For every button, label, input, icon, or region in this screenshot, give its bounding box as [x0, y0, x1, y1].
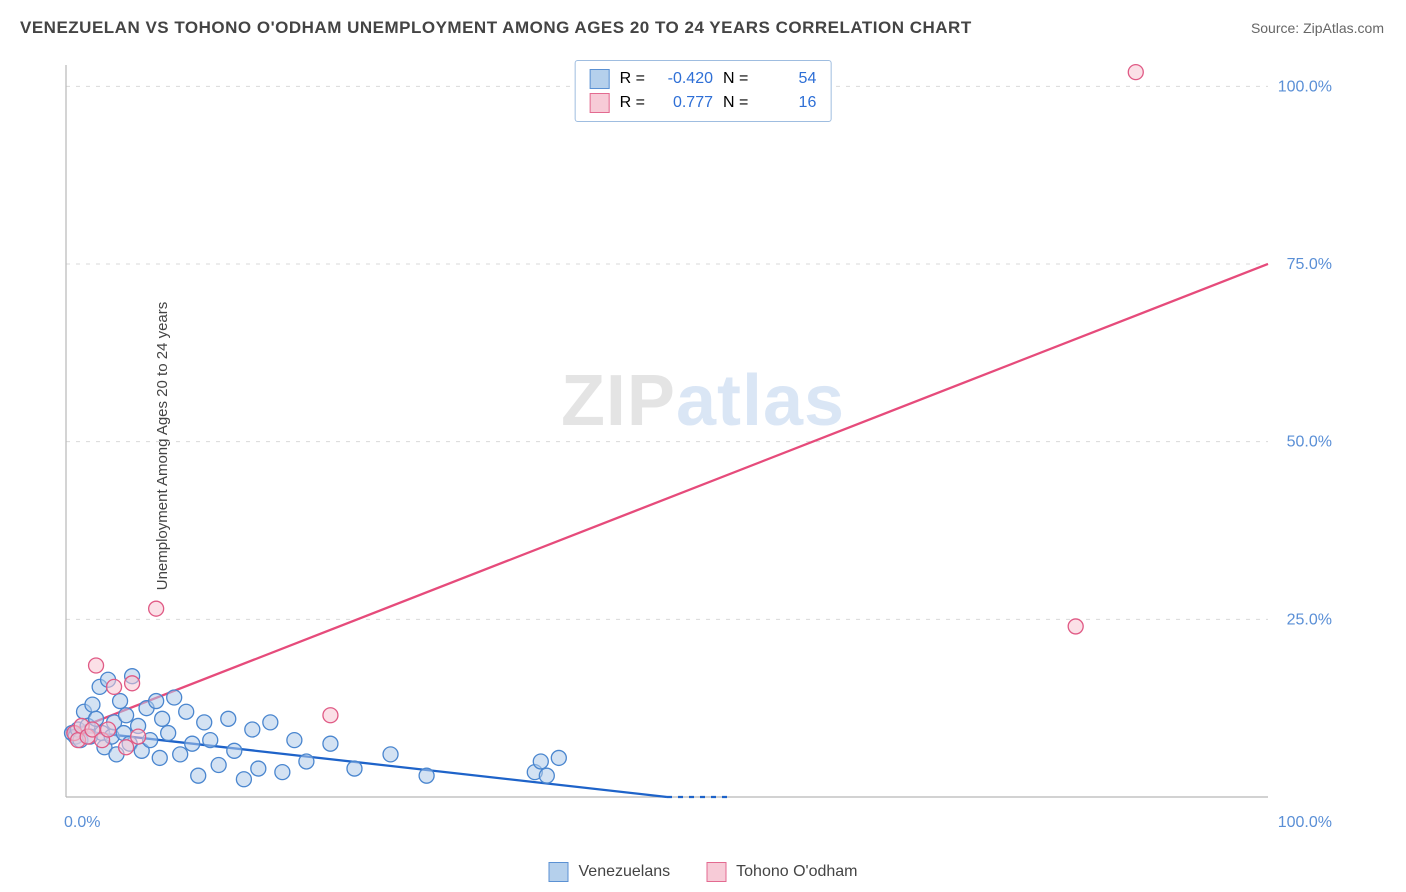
- r-value: -0.420: [655, 67, 713, 91]
- svg-text:100.0%: 100.0%: [1278, 78, 1332, 95]
- n-value: 54: [758, 67, 816, 91]
- n-value: 16: [758, 91, 816, 115]
- legend-swatch: [706, 862, 726, 882]
- svg-text:100.0%: 100.0%: [1278, 814, 1332, 831]
- n-label: N =: [723, 67, 748, 91]
- legend-item: Tohono O'odham: [706, 862, 857, 882]
- r-value: 0.777: [655, 91, 713, 115]
- svg-text:0.0%: 0.0%: [64, 814, 100, 831]
- n-label: N =: [723, 91, 748, 115]
- r-label: R =: [620, 91, 645, 115]
- legend-swatch: [549, 862, 569, 882]
- legend-label: Venezuelans: [579, 863, 671, 881]
- legend-stats: R = -0.420 N = 54 R = 0.777 N = 16: [575, 60, 832, 122]
- svg-text:75.0%: 75.0%: [1287, 256, 1332, 273]
- legend-swatch: [590, 93, 610, 113]
- chart-svg: 25.0% 50.0% 75.0% 100.0% 0.0% 100.0%: [58, 55, 1338, 835]
- chart-title: VENEZUELAN VS TOHONO O'ODHAM UNEMPLOYMEN…: [20, 18, 972, 38]
- legend-label: Tohono O'odham: [736, 863, 857, 881]
- legend-item: Venezuelans: [549, 862, 671, 882]
- source-label: Source: ZipAtlas.com: [1251, 20, 1384, 36]
- svg-text:50.0%: 50.0%: [1287, 434, 1332, 451]
- legend-stats-row: R = 0.777 N = 16: [590, 91, 817, 115]
- legend-series: Venezuelans Tohono O'odham: [549, 862, 858, 882]
- legend-stats-row: R = -0.420 N = 54: [590, 67, 817, 91]
- r-label: R =: [620, 67, 645, 91]
- svg-text:25.0%: 25.0%: [1287, 611, 1332, 628]
- legend-swatch: [590, 69, 610, 89]
- plot-area: 25.0% 50.0% 75.0% 100.0% 0.0% 100.0%: [58, 55, 1338, 835]
